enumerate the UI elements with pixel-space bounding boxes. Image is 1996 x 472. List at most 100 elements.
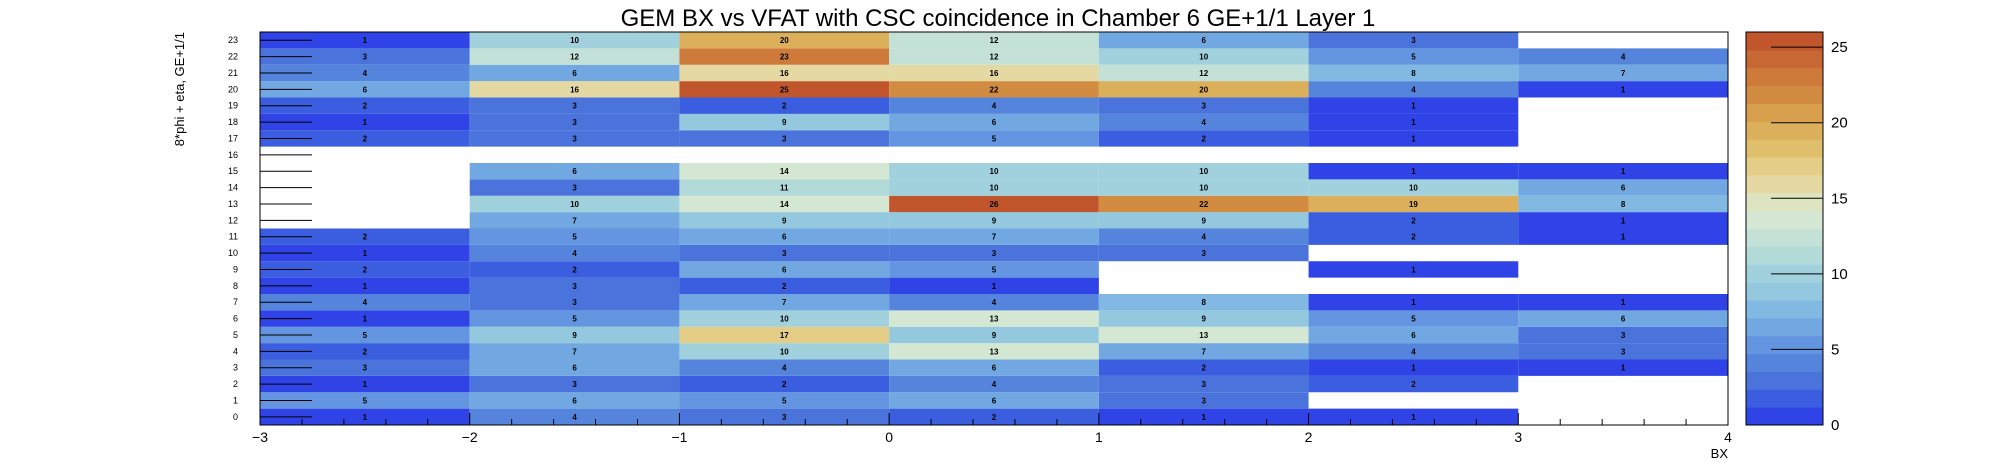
cell-value-label: 7 — [1201, 347, 1206, 356]
cell-value-label: 5 — [782, 396, 787, 405]
cell-value-label: 12 — [990, 36, 999, 45]
heatmap-cell — [889, 32, 1099, 49]
palette-swatch — [1746, 407, 1823, 426]
heatmap-cell — [679, 343, 890, 360]
chart-title: GEM BX vs VFAT with CSC coincidence in C… — [621, 5, 1376, 32]
y-axis-label: 8*phi + eta, GE+1/1 — [172, 32, 187, 146]
heatmap-cell — [1098, 228, 1309, 245]
cell-value-label: 6 — [1411, 331, 1416, 340]
heatmap-cell — [469, 294, 680, 311]
palette-swatch — [1746, 210, 1823, 229]
cell-value-label: 2 — [1411, 233, 1416, 242]
cell-value-label: 2 — [363, 134, 368, 143]
heatmap-cell — [1308, 81, 1519, 98]
heatmap-cell — [679, 359, 890, 376]
cell-value-label: 17 — [780, 331, 789, 340]
heatmap-cell — [260, 294, 470, 311]
cell-value-label: 4 — [572, 249, 577, 258]
y-tick-label: 20 — [228, 84, 238, 94]
cell-value-label: 5 — [1411, 315, 1416, 324]
cell-value-label: 6 — [572, 396, 577, 405]
cell-value-label: 25 — [780, 85, 789, 94]
cell-value-label: 3 — [572, 380, 577, 389]
cell-value-label: 2 — [782, 282, 787, 291]
heatmap-cell — [469, 81, 680, 98]
heatmap-cell — [1518, 294, 1728, 311]
axis-ticks: 01234567891011121314151617181920212223−3… — [228, 35, 1732, 445]
heatmap-cell — [679, 130, 890, 147]
cell-value-label: 1 — [1621, 298, 1626, 307]
cell-value-label: 1 — [363, 118, 368, 127]
heatmap-cell — [889, 81, 1099, 98]
y-tick-label: 0 — [233, 412, 238, 422]
heatmap-cell — [1308, 64, 1519, 82]
heatmap-cell — [260, 343, 470, 360]
heatmap-cell — [260, 392, 470, 409]
cell-value-label: 9 — [572, 331, 577, 340]
cell-value-label: 8 — [1411, 69, 1416, 78]
y-tick-label: 15 — [228, 166, 238, 176]
cell-value-label: 4 — [1411, 85, 1416, 94]
cell-value-label: 2 — [1411, 380, 1416, 389]
cell-value-label: 1 — [1411, 298, 1416, 307]
heatmap-cell — [1518, 195, 1728, 213]
heatmap-cell — [1098, 310, 1309, 327]
heatmap-cell — [679, 212, 890, 229]
cell-labels: 1 4 3 2 1 15 6 5 6 31 3 2 4 3 23 6 4 6 2 1 12 7 10 13 7 4 35 9 17 9 13… — [363, 36, 1626, 422]
cell-value-label: 12 — [570, 53, 579, 62]
cell-value-label: 6 — [782, 233, 787, 242]
color-palette: 0 5 10 15 20 25 — [1745, 31, 1848, 434]
cell-value-label: 3 — [782, 134, 787, 143]
heatmap-cell — [1098, 375, 1309, 393]
cell-value-label: 10 — [1199, 53, 1208, 62]
heatmap-cell — [469, 163, 680, 180]
cell-value-label: 3 — [1201, 102, 1206, 111]
cell-value-label: 3 — [1201, 380, 1206, 389]
palette-tick-label: 5 — [1831, 341, 1839, 358]
heatmap-cell — [469, 310, 680, 327]
heatmap-cell — [469, 113, 680, 131]
heatmap-cell — [889, 244, 1099, 262]
cell-value-label: 3 — [572, 102, 577, 111]
cell-value-label: 3 — [782, 249, 787, 258]
heatmap-cell — [679, 261, 890, 278]
heatmap-cell — [1308, 48, 1519, 65]
cell-value-label: 3 — [572, 118, 577, 127]
cell-value-label: 10 — [570, 36, 579, 45]
cell-value-label: 9 — [992, 216, 997, 225]
cell-value-label: 8 — [1201, 298, 1206, 307]
palette-swatch — [1746, 192, 1823, 212]
heatmap-cell — [1098, 163, 1309, 180]
heatmap-cell — [679, 179, 890, 196]
heatmap-cell — [1098, 326, 1309, 344]
palette-tick-label: 0 — [1831, 417, 1839, 434]
heatmap-cell — [679, 277, 890, 294]
y-tick-label: 1 — [233, 395, 238, 405]
cell-value-label: 3 — [1621, 347, 1626, 356]
cell-value-label: 2 — [363, 102, 368, 111]
heatmap-cell — [1308, 195, 1519, 213]
cell-value-label: 7 — [572, 347, 577, 356]
heatmap-cell — [1518, 326, 1728, 344]
cell-value-label: 2 — [363, 347, 368, 356]
heatmap-cell — [260, 228, 470, 245]
heatmap-cells — [260, 32, 1728, 425]
heatmap-cell — [1098, 48, 1309, 65]
cell-value-label: 9 — [1201, 315, 1206, 324]
heatmap-cell — [679, 32, 890, 49]
cell-value-label: 6 — [992, 396, 997, 405]
palette-swatch — [1746, 121, 1823, 140]
palette-swatch — [1746, 317, 1823, 337]
cell-value-label: 5 — [363, 396, 368, 405]
cell-value-label: 6 — [992, 364, 997, 373]
cell-value-label: 13 — [1199, 331, 1208, 340]
heatmap-cell — [260, 244, 470, 262]
heatmap-cell — [1098, 244, 1309, 262]
cell-value-label: 26 — [990, 200, 999, 209]
heatmap-cell — [1098, 32, 1309, 49]
cell-value-label: 23 — [780, 53, 789, 62]
cell-value-label: 2 — [363, 233, 368, 242]
cell-value-label: 10 — [780, 315, 789, 324]
cell-value-label: 3 — [1201, 249, 1206, 258]
heatmap-cell — [889, 97, 1099, 114]
